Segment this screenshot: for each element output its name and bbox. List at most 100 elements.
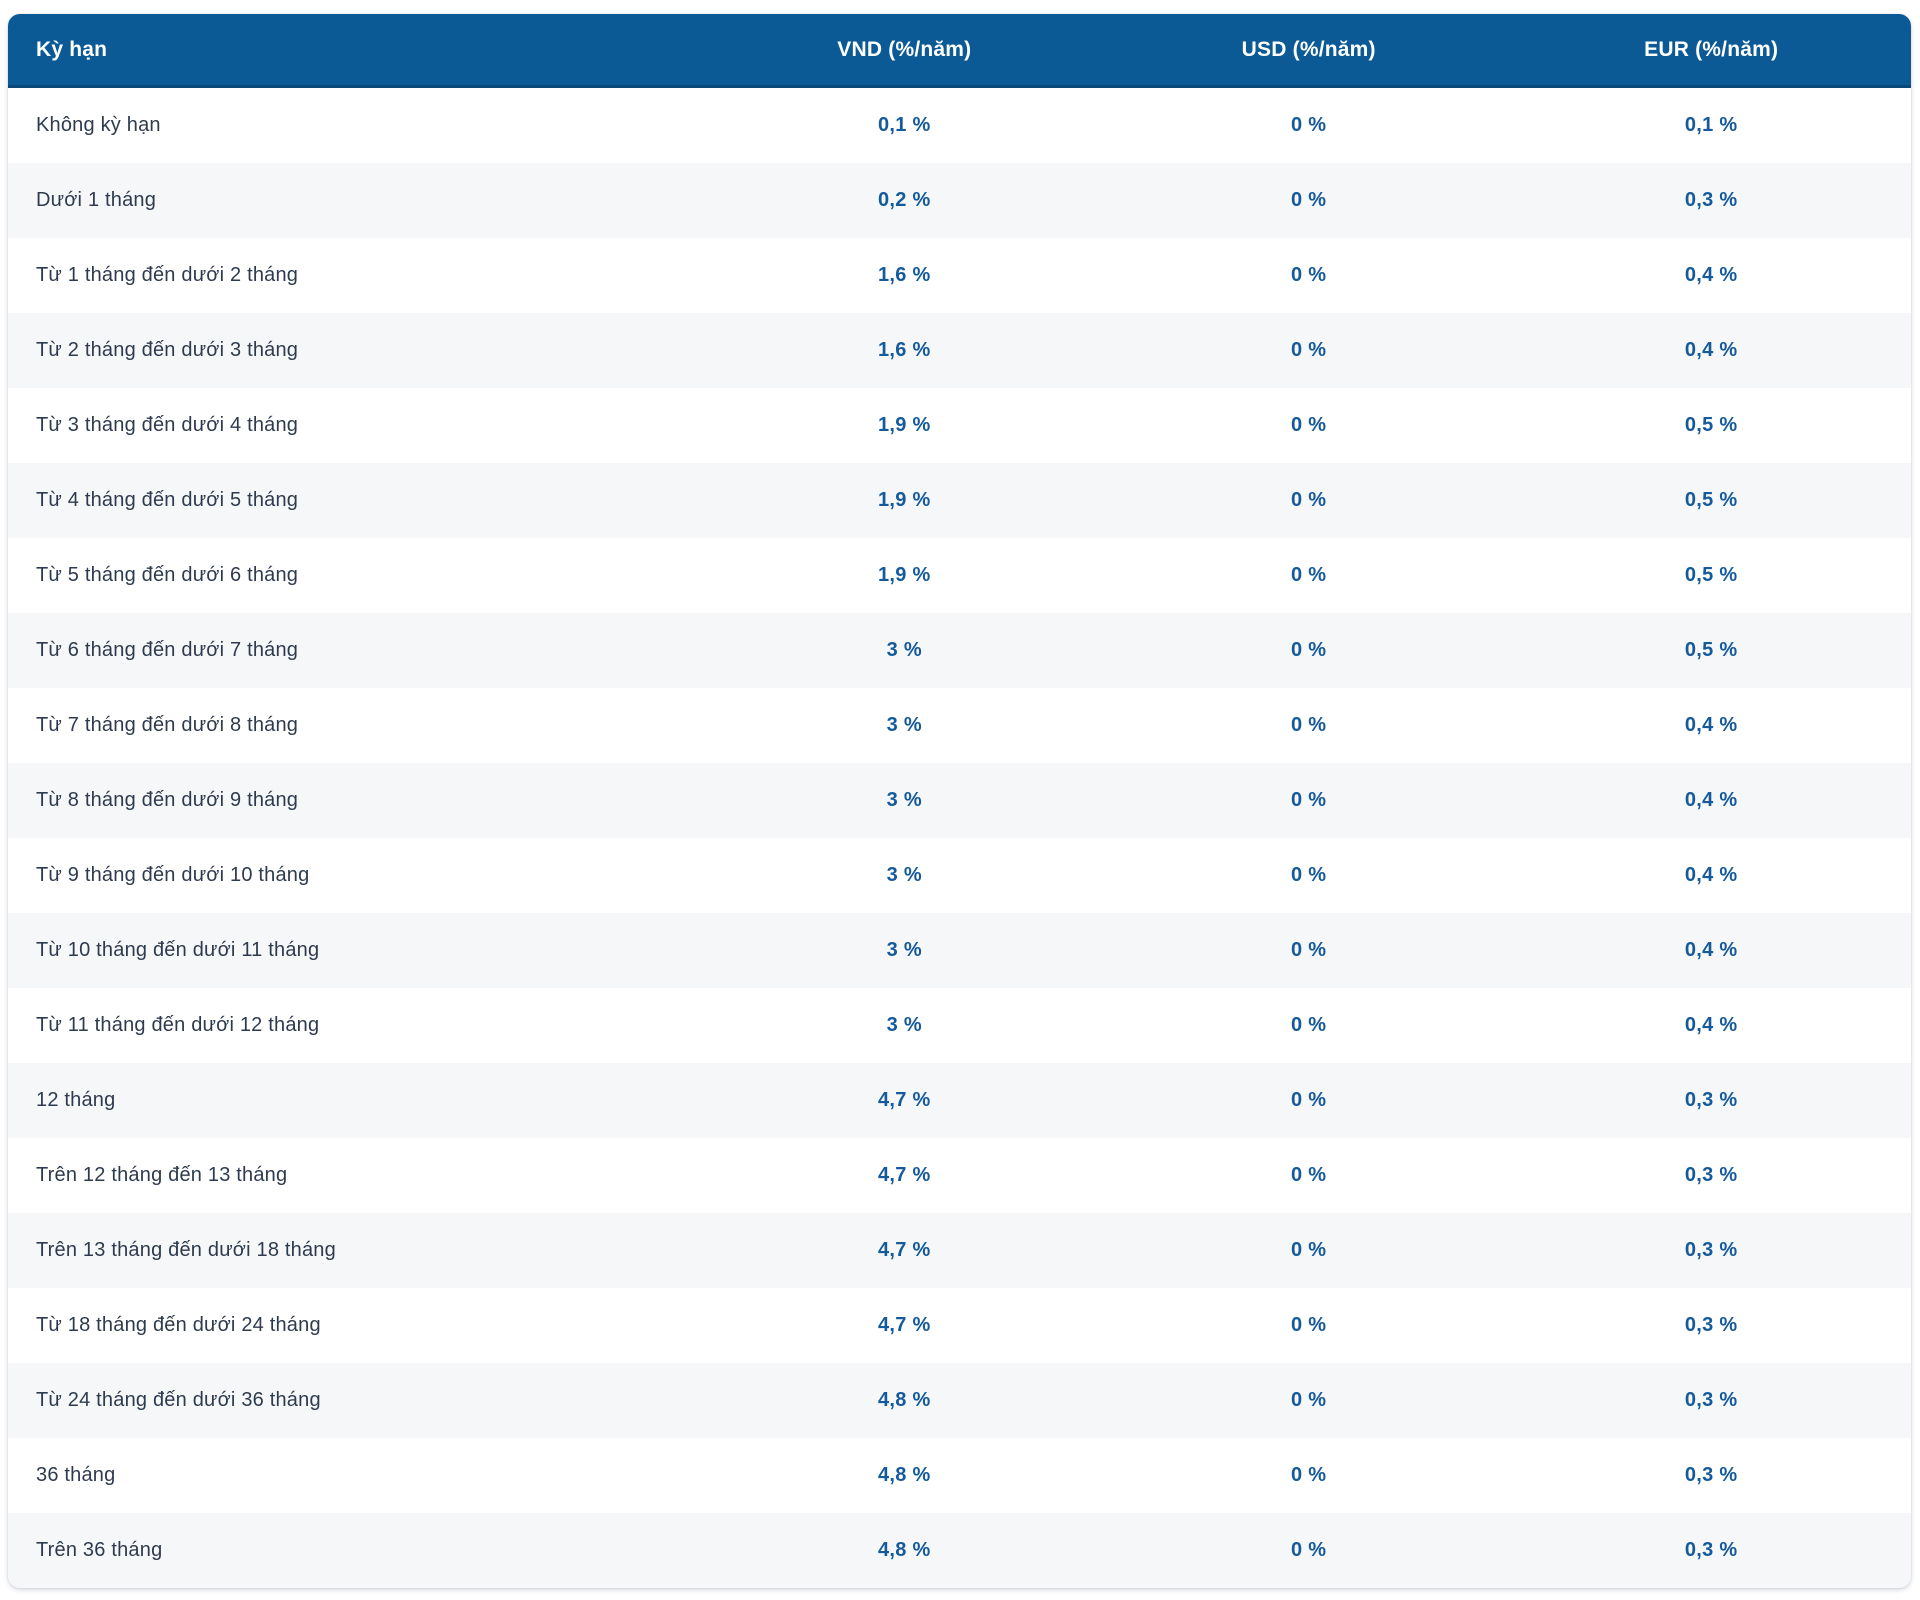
table-body: Không kỳ hạn 0,1 % 0 % 0,1 % Dưới 1 thán… xyxy=(8,88,1911,1588)
term-cell: Từ 6 tháng đến dưới 7 tháng xyxy=(36,639,299,661)
vnd-rate-cell: 4,7 % xyxy=(877,1164,931,1186)
vnd-rate-cell: 3 % xyxy=(886,639,922,661)
vnd-rate-cell: 4,7 % xyxy=(877,1239,931,1261)
vnd-rate-cell: 4,8 % xyxy=(877,1389,931,1411)
term-cell: Dưới 1 tháng xyxy=(36,189,157,211)
vnd-rate-cell: 4,8 % xyxy=(877,1464,931,1486)
table-row: Từ 8 tháng đến dưới 9 tháng 3 % 0 % 0,4 … xyxy=(8,763,1911,838)
term-cell: Trên 36 tháng xyxy=(36,1539,163,1561)
eur-rate-cell: 0,4 % xyxy=(1684,939,1738,961)
table-row: Từ 6 tháng đến dưới 7 tháng 3 % 0 % 0,5 … xyxy=(8,613,1911,688)
table-row: Trên 12 tháng đến 13 tháng 4,7 % 0 % 0,3… xyxy=(8,1138,1911,1213)
table-row: 12 tháng 4,7 % 0 % 0,3 % xyxy=(8,1063,1911,1138)
table-row: Dưới 1 tháng 0,2 % 0 % 0,3 % xyxy=(8,163,1911,238)
vnd-rate-cell: 1,9 % xyxy=(877,489,931,511)
usd-rate-cell: 0 % xyxy=(1290,1089,1327,1111)
table-row: Từ 24 tháng đến dưới 36 tháng 4,8 % 0 % … xyxy=(8,1363,1911,1438)
usd-rate-cell: 0 % xyxy=(1290,1389,1327,1411)
eur-rate-cell: 0,5 % xyxy=(1684,564,1738,586)
usd-rate-cell: 0 % xyxy=(1290,189,1327,211)
interest-rate-table: Kỳ hạn VND (%/năm) USD (%/năm) EUR (%/nă… xyxy=(8,14,1911,1588)
eur-rate-cell: 0,4 % xyxy=(1684,864,1738,886)
term-cell: Từ 18 tháng đến dưới 24 tháng xyxy=(36,1314,321,1336)
term-cell: Trên 12 tháng đến 13 tháng xyxy=(36,1164,288,1186)
eur-rate-cell: 0,3 % xyxy=(1684,1389,1738,1411)
usd-rate-cell: 0 % xyxy=(1290,864,1327,886)
column-header-term: Kỳ hạn xyxy=(36,37,108,61)
vnd-rate-cell: 4,7 % xyxy=(877,1314,931,1336)
table-row: Từ 11 tháng đến dưới 12 tháng 3 % 0 % 0,… xyxy=(8,988,1911,1063)
vnd-rate-cell: 1,9 % xyxy=(877,564,931,586)
eur-rate-cell: 0,3 % xyxy=(1684,189,1738,211)
eur-rate-cell: 0,4 % xyxy=(1684,714,1738,736)
term-cell: Không kỳ hạn xyxy=(36,114,161,136)
table-row: Từ 2 tháng đến dưới 3 tháng 1,6 % 0 % 0,… xyxy=(8,313,1911,388)
eur-rate-cell: 0,3 % xyxy=(1684,1164,1738,1186)
usd-rate-cell: 0 % xyxy=(1290,564,1327,586)
table-row: Từ 4 tháng đến dưới 5 tháng 1,9 % 0 % 0,… xyxy=(8,463,1911,538)
term-cell: Từ 7 tháng đến dưới 8 tháng xyxy=(36,714,299,736)
eur-rate-cell: 0,4 % xyxy=(1684,339,1738,361)
term-cell: Từ 9 tháng đến dưới 10 tháng xyxy=(36,864,310,886)
vnd-rate-cell: 0,2 % xyxy=(877,189,931,211)
usd-rate-cell: 0 % xyxy=(1290,264,1327,286)
eur-rate-cell: 0,3 % xyxy=(1684,1464,1738,1486)
term-cell: Từ 10 tháng đến dưới 11 tháng xyxy=(36,939,320,961)
usd-rate-cell: 0 % xyxy=(1290,1239,1327,1261)
column-header-vnd: VND (%/năm) xyxy=(837,37,972,61)
usd-rate-cell: 0 % xyxy=(1290,939,1327,961)
vnd-rate-cell: 3 % xyxy=(886,864,922,886)
table-row: Từ 10 tháng đến dưới 11 tháng 3 % 0 % 0,… xyxy=(8,913,1911,988)
vnd-rate-cell: 3 % xyxy=(886,789,922,811)
table-header-row: Kỳ hạn VND (%/năm) USD (%/năm) EUR (%/nă… xyxy=(8,14,1911,88)
usd-rate-cell: 0 % xyxy=(1290,414,1327,436)
table-row: Trên 36 tháng 4,8 % 0 % 0,3 % xyxy=(8,1513,1911,1588)
usd-rate-cell: 0 % xyxy=(1290,114,1327,136)
term-cell: Từ 11 tháng đến dưới 12 tháng xyxy=(36,1014,320,1036)
vnd-rate-cell: 1,6 % xyxy=(877,264,931,286)
term-cell: Từ 8 tháng đến dưới 9 tháng xyxy=(36,789,299,811)
vnd-rate-cell: 3 % xyxy=(886,1014,922,1036)
usd-rate-cell: 0 % xyxy=(1290,1539,1327,1561)
term-cell: Từ 1 tháng đến dưới 2 tháng xyxy=(36,264,299,286)
term-cell: Từ 3 tháng đến dưới 4 tháng xyxy=(36,414,299,436)
vnd-rate-cell: 4,7 % xyxy=(877,1089,931,1111)
vnd-rate-cell: 1,9 % xyxy=(877,414,931,436)
eur-rate-cell: 0,3 % xyxy=(1684,1089,1738,1111)
term-cell: Từ 5 tháng đến dưới 6 tháng xyxy=(36,564,299,586)
column-header-eur: EUR (%/năm) xyxy=(1644,37,1779,61)
table-row: Trên 13 tháng đến dưới 18 tháng 4,7 % 0 … xyxy=(8,1213,1911,1288)
eur-rate-cell: 0,4 % xyxy=(1684,789,1738,811)
table-row: Từ 5 tháng đến dưới 6 tháng 1,9 % 0 % 0,… xyxy=(8,538,1911,613)
table-row: Không kỳ hạn 0,1 % 0 % 0,1 % xyxy=(8,88,1911,163)
term-cell: Từ 24 tháng đến dưới 36 tháng xyxy=(36,1389,321,1411)
eur-rate-cell: 0,5 % xyxy=(1684,639,1738,661)
eur-rate-cell: 0,5 % xyxy=(1684,414,1738,436)
usd-rate-cell: 0 % xyxy=(1290,789,1327,811)
table-row: Từ 18 tháng đến dưới 24 tháng 4,7 % 0 % … xyxy=(8,1288,1911,1363)
eur-rate-cell: 0,1 % xyxy=(1684,114,1738,136)
term-cell: Từ 4 tháng đến dưới 5 tháng xyxy=(36,489,299,511)
usd-rate-cell: 0 % xyxy=(1290,489,1327,511)
usd-rate-cell: 0 % xyxy=(1290,1464,1327,1486)
eur-rate-cell: 0,3 % xyxy=(1684,1239,1738,1261)
table-row: Từ 1 tháng đến dưới 2 tháng 1,6 % 0 % 0,… xyxy=(8,238,1911,313)
column-header-usd: USD (%/năm) xyxy=(1241,37,1376,61)
vnd-rate-cell: 1,6 % xyxy=(877,339,931,361)
eur-rate-cell: 0,3 % xyxy=(1684,1314,1738,1336)
vnd-rate-cell: 3 % xyxy=(886,939,922,961)
usd-rate-cell: 0 % xyxy=(1290,1314,1327,1336)
usd-rate-cell: 0 % xyxy=(1290,339,1327,361)
term-cell: 36 tháng xyxy=(36,1464,116,1486)
table-row: Từ 7 tháng đến dưới 8 tháng 3 % 0 % 0,4 … xyxy=(8,688,1911,763)
table-row: 36 tháng 4,8 % 0 % 0,3 % xyxy=(8,1438,1911,1513)
vnd-rate-cell: 3 % xyxy=(886,714,922,736)
eur-rate-cell: 0,3 % xyxy=(1684,1539,1738,1561)
usd-rate-cell: 0 % xyxy=(1290,1014,1327,1036)
term-cell: Từ 2 tháng đến dưới 3 tháng xyxy=(36,339,299,361)
eur-rate-cell: 0,4 % xyxy=(1684,264,1738,286)
usd-rate-cell: 0 % xyxy=(1290,714,1327,736)
usd-rate-cell: 0 % xyxy=(1290,639,1327,661)
term-cell: Trên 13 tháng đến dưới 18 tháng xyxy=(36,1239,336,1261)
eur-rate-cell: 0,5 % xyxy=(1684,489,1738,511)
